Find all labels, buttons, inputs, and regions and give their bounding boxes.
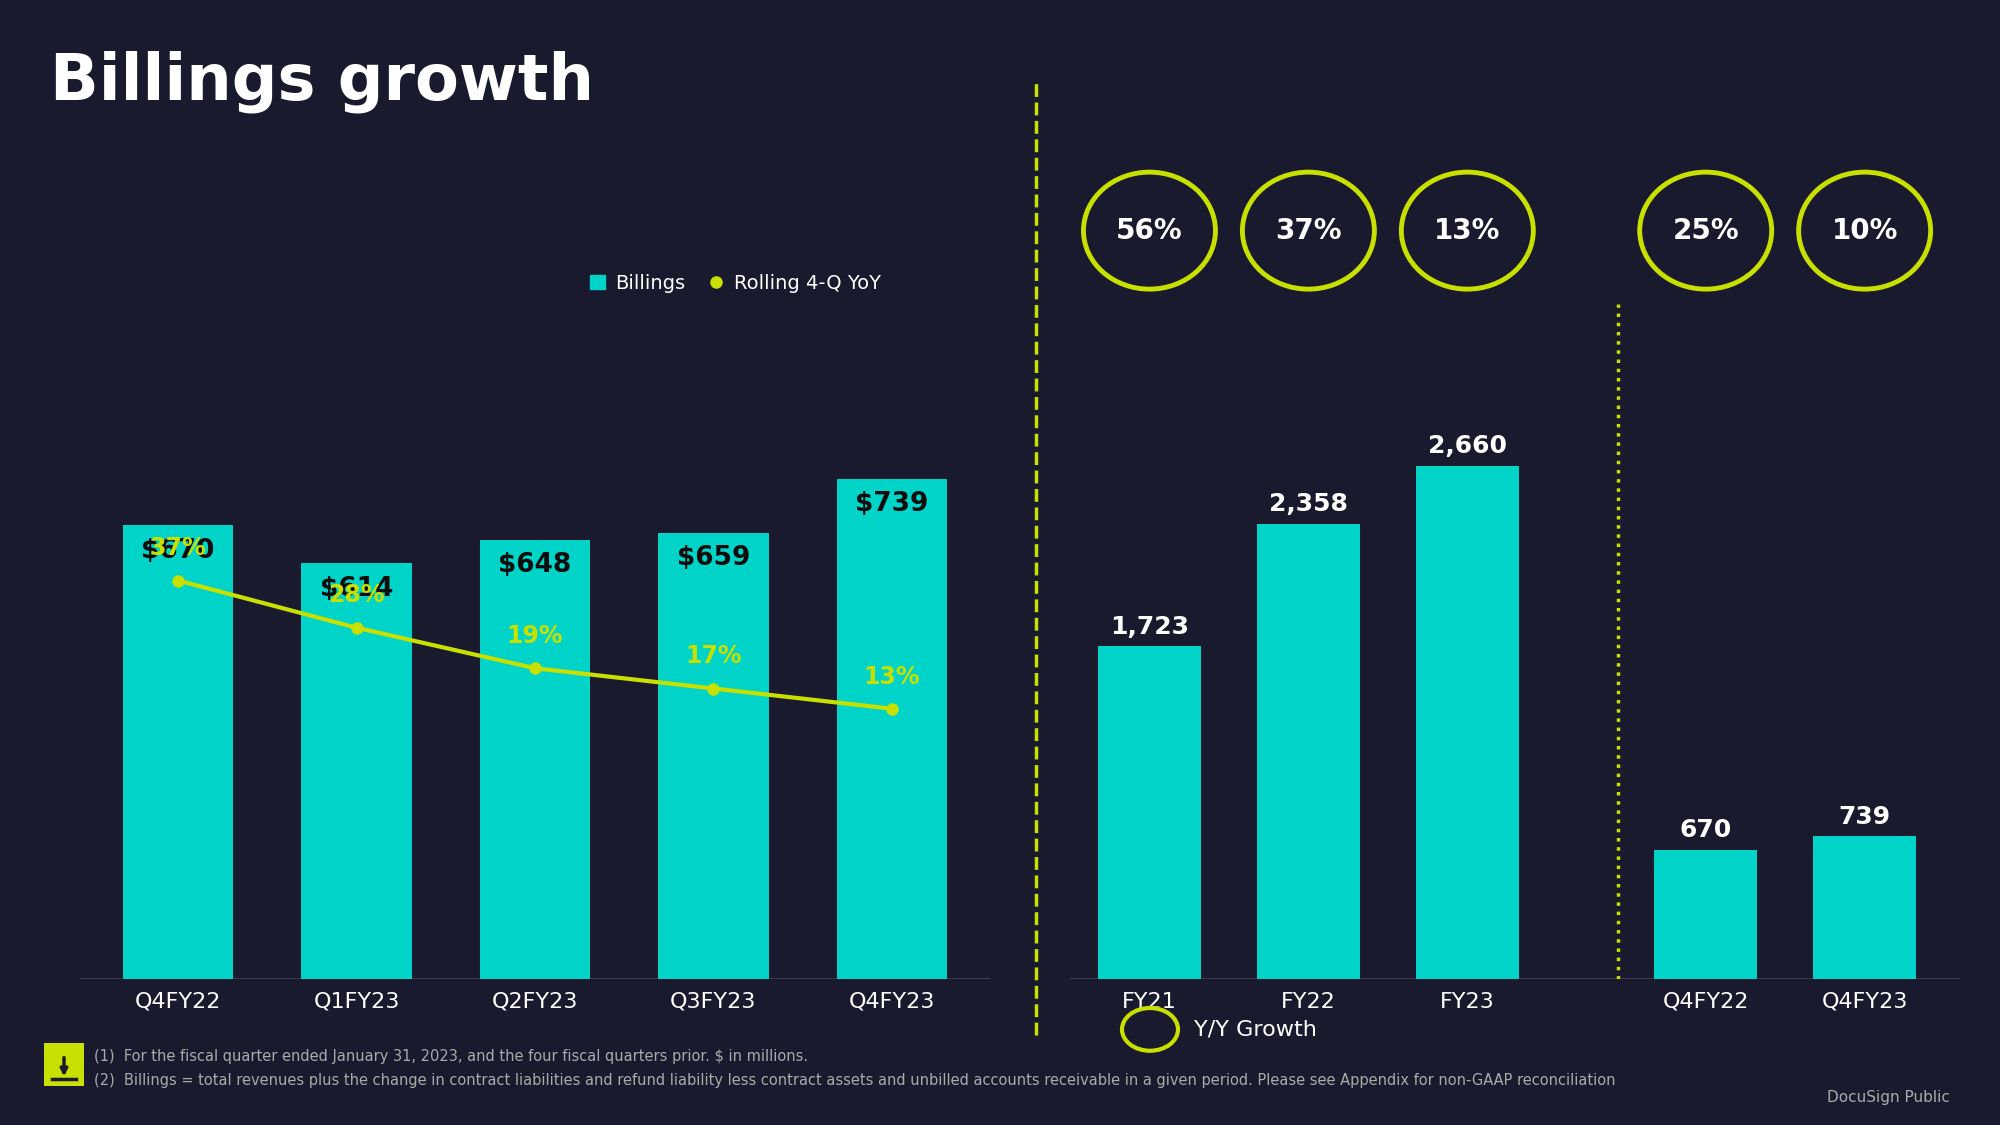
Text: Y/Y Growth: Y/Y Growth bbox=[1194, 1019, 1316, 1040]
Text: $659: $659 bbox=[676, 544, 750, 572]
Bar bbox=[302, 564, 412, 979]
Text: 17%: 17% bbox=[686, 645, 742, 668]
Bar bbox=[122, 525, 234, 979]
Text: 37%: 37% bbox=[150, 537, 206, 560]
Bar bbox=[1098, 647, 1202, 979]
Legend: Billings, Rolling 4-Q YoY: Billings, Rolling 4-Q YoY bbox=[582, 267, 888, 300]
Text: 13%: 13% bbox=[864, 665, 920, 688]
Text: 37%: 37% bbox=[1276, 217, 1342, 244]
Bar bbox=[836, 479, 948, 979]
Text: 670: 670 bbox=[1680, 818, 1732, 842]
Text: (1)  For the fiscal quarter ended January 31, 2023, and the four fiscal quarters: (1) For the fiscal quarter ended January… bbox=[94, 1048, 808, 1063]
Bar bbox=[480, 540, 590, 979]
Text: DocuSign Public: DocuSign Public bbox=[1828, 1090, 1950, 1105]
Text: 13%: 13% bbox=[1434, 217, 1500, 244]
Text: (2)  Billings = total revenues plus the change in contract liabilities and refun: (2) Billings = total revenues plus the c… bbox=[94, 1073, 1616, 1088]
Text: 2,660: 2,660 bbox=[1428, 434, 1506, 458]
Text: $670: $670 bbox=[142, 538, 214, 564]
Text: 10%: 10% bbox=[1832, 217, 1898, 244]
Text: 25%: 25% bbox=[1672, 217, 1740, 244]
Bar bbox=[1416, 466, 1518, 979]
Text: 739: 739 bbox=[1838, 804, 1890, 828]
Text: $648: $648 bbox=[498, 552, 572, 578]
Bar bbox=[1654, 849, 1758, 979]
Bar bbox=[1256, 524, 1360, 979]
Text: $739: $739 bbox=[856, 490, 928, 516]
Text: 19%: 19% bbox=[506, 624, 564, 648]
Bar bbox=[1812, 836, 1916, 979]
Text: Billings growth: Billings growth bbox=[50, 51, 594, 114]
Text: 56%: 56% bbox=[1116, 217, 1182, 244]
Text: 28%: 28% bbox=[328, 584, 384, 608]
Text: 2,358: 2,358 bbox=[1268, 493, 1348, 516]
Bar bbox=[658, 533, 768, 979]
Text: $614: $614 bbox=[320, 576, 394, 602]
Text: 1,723: 1,723 bbox=[1110, 614, 1188, 639]
